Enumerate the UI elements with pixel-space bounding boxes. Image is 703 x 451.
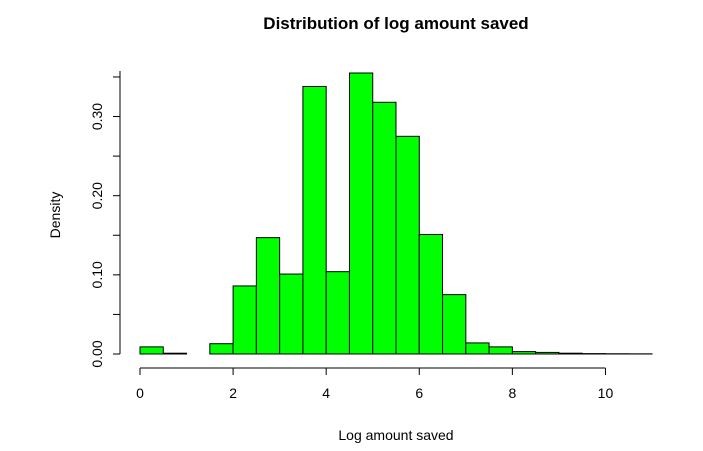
histogram-bar <box>348 72 374 355</box>
histogram-bar <box>558 352 583 355</box>
x-tick-label: 8 <box>508 385 516 401</box>
histogram-bar <box>395 135 420 355</box>
histogram-bar <box>418 233 444 355</box>
histogram-bar <box>325 271 350 355</box>
histogram-bar <box>511 351 537 355</box>
y-axis-label: Density <box>47 192 63 239</box>
x-tick-label: 4 <box>322 385 330 401</box>
histogram-bar <box>465 342 490 355</box>
histogram-bar <box>302 85 327 355</box>
x-tick-label: 0 <box>136 385 144 401</box>
histogram-bar <box>162 352 188 355</box>
bars-group <box>139 72 653 355</box>
y-tick-label: 0.10 <box>89 261 105 288</box>
x-tick-label: 10 <box>598 385 614 401</box>
x-tick-label: 6 <box>415 385 423 401</box>
chart-title: Distribution of log amount saved <box>263 14 528 33</box>
histogram-bar <box>209 343 234 355</box>
histogram-bar <box>535 351 560 355</box>
histogram-bar <box>232 285 257 355</box>
x-tick-label: 2 <box>229 385 237 401</box>
y-axis: 0.00 0.10 0.20 0.30 <box>89 71 121 368</box>
x-axis: 0 2 4 6 8 10 <box>136 367 614 401</box>
histogram-bar <box>279 273 304 355</box>
histogram-bar <box>488 346 513 355</box>
histogram-bar <box>442 294 467 355</box>
histogram-bar <box>139 346 164 355</box>
y-tick-label: 0.30 <box>89 103 105 130</box>
y-tick-label: 0.20 <box>89 182 105 209</box>
y-tick-label: 0.00 <box>89 340 105 367</box>
histogram-bar <box>372 101 397 355</box>
histogram-bar <box>255 237 281 355</box>
x-axis-label: Log amount saved <box>338 427 453 443</box>
